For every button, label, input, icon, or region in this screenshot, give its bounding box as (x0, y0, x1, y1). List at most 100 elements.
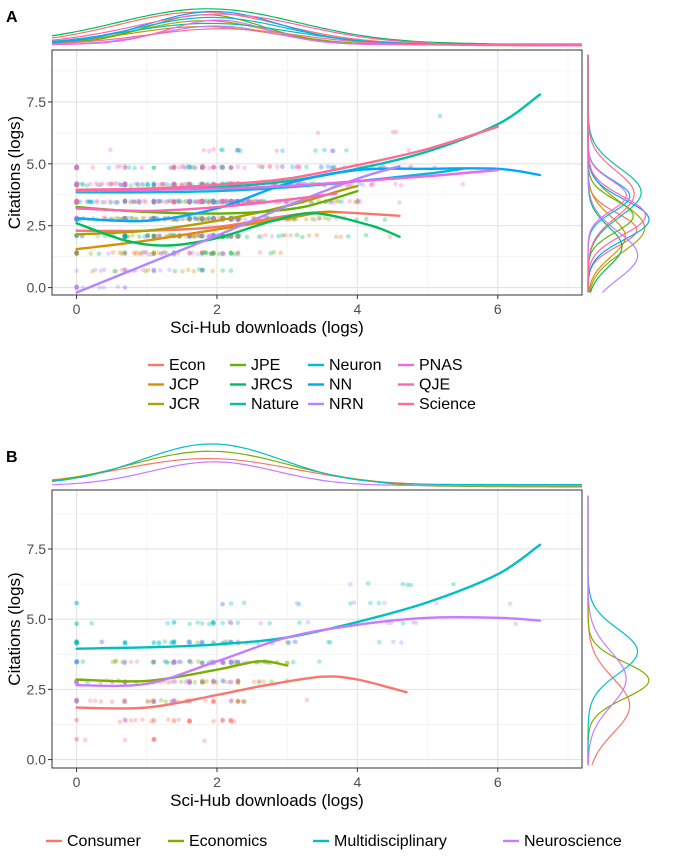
data-point (195, 659, 201, 664)
data-point (228, 659, 234, 665)
legend-item[interactable]: NRN (308, 396, 364, 413)
data-point (122, 216, 128, 221)
legend-item[interactable]: Nature (230, 396, 299, 413)
legend-item[interactable]: Neuron (308, 357, 381, 374)
data-point (451, 582, 456, 587)
right-marginal-density (587, 495, 650, 766)
data-point (199, 216, 205, 222)
data-point (124, 234, 130, 239)
data-point (74, 182, 79, 188)
data-point (74, 198, 79, 204)
data-point (151, 699, 157, 704)
data-point (126, 165, 132, 170)
legend-item[interactable]: Econ (148, 357, 205, 374)
data-point (228, 234, 234, 240)
data-point (122, 639, 128, 645)
data-point (171, 660, 177, 665)
data-point (284, 639, 290, 645)
data-point (199, 217, 205, 222)
y-tick-label: 5.0 (27, 156, 47, 172)
data-point (74, 200, 79, 205)
legend-item[interactable]: JPE (230, 357, 280, 374)
data-point (228, 719, 234, 724)
density-right-jcr (587, 54, 646, 293)
data-point (140, 717, 145, 722)
data-point (122, 717, 128, 722)
data-point (366, 581, 371, 586)
data-point (314, 232, 320, 238)
legend-item[interactable]: JRCS (230, 377, 293, 394)
data-point (204, 217, 209, 222)
data-point (171, 199, 177, 204)
data-point (193, 216, 199, 222)
data-point (74, 250, 79, 256)
data-point (187, 165, 192, 170)
data-point (228, 251, 234, 256)
data-point (199, 250, 205, 256)
data-point (235, 678, 241, 684)
data-point (75, 181, 81, 187)
legend-item[interactable]: QJE (398, 377, 450, 394)
data-point (196, 198, 202, 204)
data-point (88, 698, 93, 703)
data-point (89, 620, 94, 626)
data-point (318, 164, 324, 169)
data-point (235, 699, 241, 704)
data-point (136, 182, 141, 188)
data-point (201, 165, 207, 170)
legend-item[interactable]: NN (308, 377, 352, 394)
legend-label: QJE (419, 377, 450, 394)
data-point (137, 200, 142, 205)
data-point (151, 234, 157, 240)
data-point (211, 719, 216, 724)
data-point (187, 679, 192, 684)
data-point (220, 660, 225, 665)
data-point (238, 148, 243, 153)
data-point (97, 285, 102, 290)
data-point (187, 680, 192, 685)
data-point (220, 678, 225, 683)
data-point (296, 602, 302, 607)
data-point (128, 718, 134, 723)
legend-item[interactable]: Multidisciplinary (313, 833, 447, 850)
legend-item[interactable]: PNAS (398, 357, 463, 374)
data-point (74, 200, 79, 205)
data-point (261, 679, 267, 684)
data-point (128, 659, 134, 665)
data-point (129, 216, 134, 221)
data-point (280, 233, 285, 238)
data-point (210, 198, 215, 204)
legend-item[interactable]: Neuroscience (503, 833, 622, 850)
data-point (326, 639, 331, 645)
data-point (199, 216, 205, 221)
data-point (122, 699, 128, 705)
data-point (199, 164, 205, 169)
data-point (241, 600, 247, 606)
data-point (199, 678, 205, 684)
data-point (109, 699, 115, 704)
data-point (122, 234, 128, 240)
legend-item[interactable]: Consumer (46, 833, 141, 850)
data-point (196, 232, 202, 238)
data-point (122, 182, 128, 187)
data-point (74, 181, 79, 187)
data-point (199, 679, 205, 685)
data-point (99, 639, 105, 645)
data-point (141, 182, 146, 187)
top-marginal-density (51, 443, 583, 488)
legend-item[interactable]: JCR (148, 396, 200, 413)
data-point (413, 620, 419, 626)
smooth-line-economics (75, 660, 289, 683)
data-point (235, 234, 241, 240)
data-point (257, 679, 262, 684)
data-point (256, 234, 262, 239)
data-point (171, 660, 177, 665)
data-point (135, 181, 140, 187)
data-point (122, 641, 128, 646)
legend-item[interactable]: JCP (148, 377, 199, 394)
legend-item[interactable]: Economics (168, 833, 267, 850)
data-point (199, 164, 205, 170)
legend-item[interactable]: Science (398, 396, 476, 413)
data-point (187, 679, 192, 684)
